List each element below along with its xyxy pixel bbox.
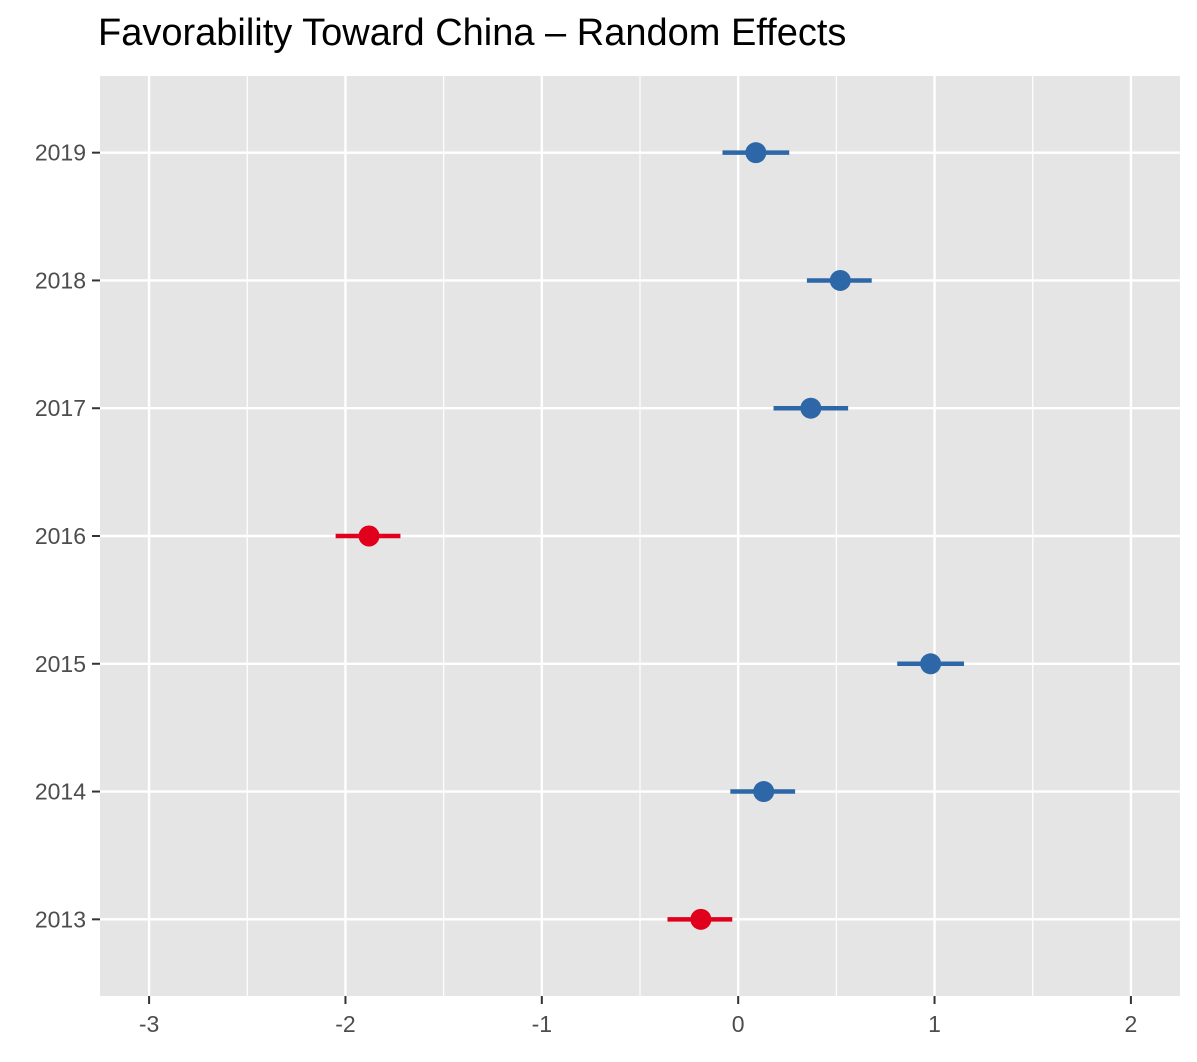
data-marks — [335, 142, 964, 930]
chart-title: Favorability Toward China – Random Effec… — [98, 12, 847, 54]
x-tick-label: 1 — [928, 1011, 941, 1037]
x-axis: -3 -2 -1 0 1 2 — [139, 996, 1137, 1037]
y-tick-label: 2018 — [35, 267, 86, 293]
y-tick-label: 2014 — [35, 779, 86, 805]
x-tick-label: -3 — [139, 1011, 159, 1037]
x-tick-label: -1 — [532, 1011, 552, 1037]
point-2017 — [800, 397, 822, 419]
y-axis: 2019 2018 2017 2016 2015 2014 2013 — [35, 140, 100, 932]
point-2013 — [690, 908, 712, 930]
point-2015 — [920, 653, 942, 675]
point-2019 — [745, 142, 767, 164]
y-tick-label: 2016 — [35, 523, 86, 549]
x-tick-label: 2 — [1125, 1011, 1138, 1037]
point-2014 — [753, 781, 775, 803]
y-tick-label: 2019 — [35, 140, 86, 166]
point-2018 — [829, 269, 851, 291]
y-tick-label: 2017 — [35, 395, 86, 421]
x-tick-label: -2 — [335, 1011, 355, 1037]
y-tick-label: 2013 — [35, 906, 86, 932]
point-2016 — [358, 525, 380, 547]
x-tick-label: 0 — [732, 1011, 745, 1037]
y-tick-label: 2015 — [35, 651, 86, 677]
